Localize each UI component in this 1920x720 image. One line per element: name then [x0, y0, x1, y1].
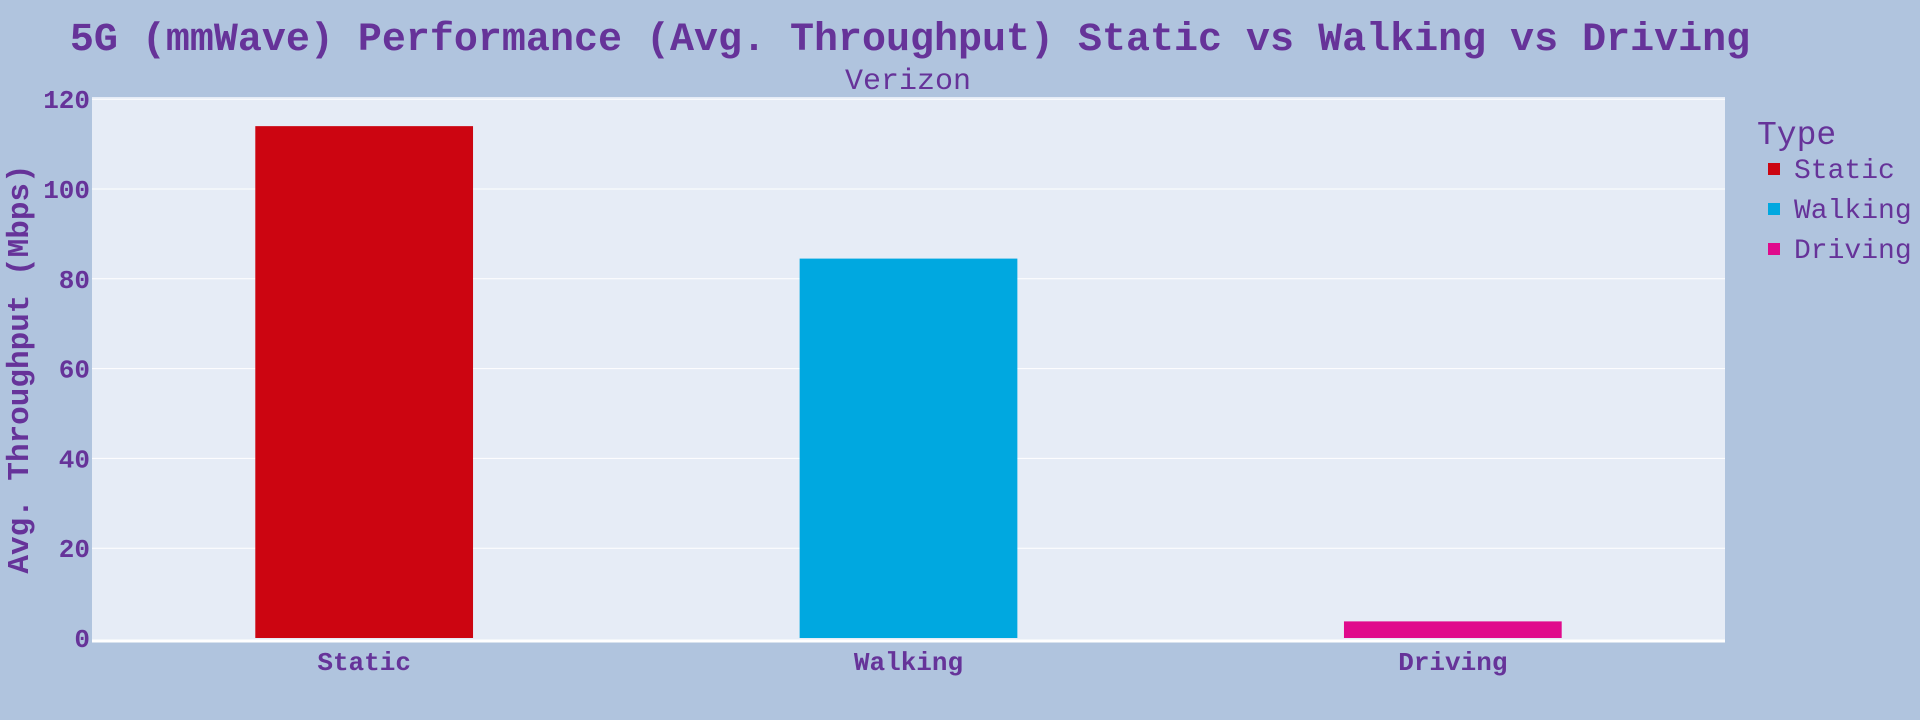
y-tick-label: 120 — [43, 86, 90, 116]
x-tick-label: Walking — [854, 648, 963, 678]
legend-label: Driving — [1794, 236, 1912, 267]
legend-title: Type — [1757, 117, 1836, 154]
bar-walking — [799, 258, 1018, 638]
bar-static — [255, 126, 474, 638]
y-tick-label: 80 — [59, 266, 90, 296]
legend-label: Static — [1794, 156, 1895, 187]
x-tick-labels: Static Walking Driving — [317, 648, 1507, 678]
chart-title: 5G (mmWave) Performance (Avg. Throughput… — [70, 18, 1750, 63]
chart-subtitle: Verizon — [845, 65, 971, 99]
y-tick-labels: 0 20 40 60 80 100 120 — [43, 86, 90, 655]
legend-swatch-static — [1768, 163, 1780, 175]
legend-label: Walking — [1794, 196, 1912, 227]
legend-swatch-driving — [1768, 243, 1780, 255]
y-axis-title: Avg. Throughput (Mbps) — [3, 164, 38, 573]
bars — [255, 126, 1562, 638]
y-tick-label: 60 — [59, 356, 90, 386]
legend-swatch-walking — [1768, 203, 1780, 215]
legend: Type Static Walking Driving — [1757, 117, 1912, 267]
x-tick-label: Static — [317, 648, 411, 678]
x-tick-label: Driving — [1398, 648, 1507, 678]
y-tick-label: 40 — [59, 445, 90, 475]
y-tick-label: 0 — [74, 625, 90, 655]
bar-driving — [1343, 621, 1562, 638]
y-tick-label: 100 — [43, 176, 90, 206]
y-tick-label: 20 — [59, 535, 90, 565]
